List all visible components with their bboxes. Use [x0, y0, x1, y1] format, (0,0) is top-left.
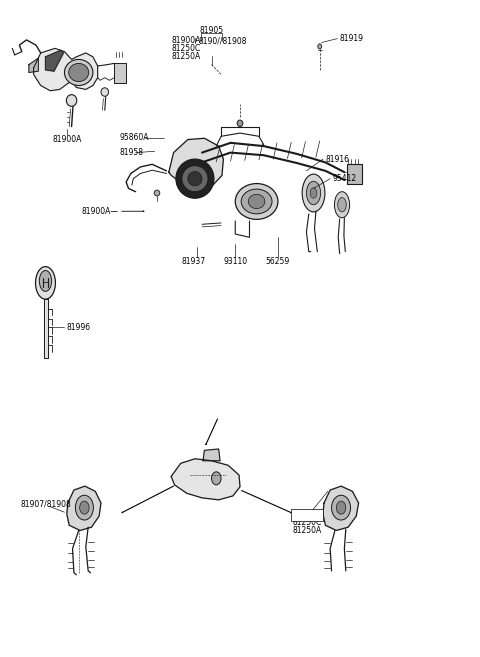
- Text: 81919: 81919: [340, 34, 364, 43]
- Text: 95860A: 95860A: [119, 133, 148, 142]
- Polygon shape: [169, 138, 223, 189]
- Text: 81965: 81965: [295, 510, 319, 519]
- Ellipse shape: [69, 63, 89, 81]
- Ellipse shape: [75, 495, 94, 520]
- Text: 81996: 81996: [67, 323, 91, 332]
- Polygon shape: [203, 449, 220, 461]
- Ellipse shape: [335, 192, 349, 217]
- Ellipse shape: [302, 174, 325, 212]
- Text: 93110: 93110: [223, 257, 247, 266]
- Ellipse shape: [154, 190, 160, 196]
- Text: 81900A: 81900A: [52, 135, 82, 144]
- Ellipse shape: [237, 120, 243, 127]
- Polygon shape: [67, 486, 101, 530]
- Ellipse shape: [64, 59, 93, 85]
- Text: 81905: 81905: [200, 26, 224, 35]
- Ellipse shape: [80, 501, 89, 514]
- FancyBboxPatch shape: [291, 509, 323, 521]
- Ellipse shape: [241, 189, 272, 214]
- Ellipse shape: [36, 267, 56, 299]
- Polygon shape: [44, 299, 48, 358]
- Ellipse shape: [176, 159, 214, 198]
- Ellipse shape: [188, 171, 202, 186]
- Ellipse shape: [235, 183, 278, 219]
- Text: 81958: 81958: [119, 148, 143, 157]
- FancyBboxPatch shape: [347, 164, 362, 184]
- Ellipse shape: [318, 44, 322, 49]
- Text: 56259: 56259: [266, 257, 290, 266]
- Text: 81250A: 81250A: [292, 526, 321, 535]
- Ellipse shape: [332, 495, 350, 520]
- Text: 81900A: 81900A: [171, 36, 201, 45]
- Ellipse shape: [101, 88, 108, 97]
- Text: 81250C: 81250C: [292, 518, 321, 527]
- Text: 81916: 81916: [325, 154, 349, 164]
- Ellipse shape: [39, 271, 52, 291]
- Text: 81907/81908: 81907/81908: [21, 500, 72, 509]
- Ellipse shape: [212, 472, 221, 485]
- Text: 8190//81908: 8190//81908: [198, 36, 247, 45]
- Text: 81250C: 81250C: [171, 44, 201, 53]
- Ellipse shape: [310, 188, 317, 198]
- Polygon shape: [29, 58, 38, 72]
- Ellipse shape: [66, 95, 77, 106]
- Polygon shape: [171, 459, 240, 500]
- Polygon shape: [46, 51, 63, 71]
- FancyBboxPatch shape: [114, 63, 126, 83]
- Ellipse shape: [248, 194, 265, 209]
- Text: 95412: 95412: [333, 174, 357, 183]
- Ellipse shape: [182, 166, 208, 192]
- Text: 81250A: 81250A: [171, 52, 201, 60]
- Polygon shape: [323, 486, 359, 530]
- Polygon shape: [34, 49, 97, 91]
- Ellipse shape: [338, 198, 346, 212]
- Ellipse shape: [336, 501, 346, 514]
- Text: 81937: 81937: [182, 257, 206, 266]
- Ellipse shape: [306, 181, 321, 205]
- Text: 81900A—: 81900A—: [81, 207, 118, 215]
